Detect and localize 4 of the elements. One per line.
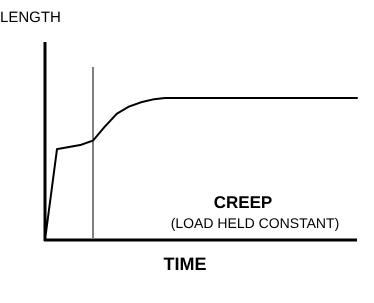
annotation: CREEP <box>214 193 272 212</box>
annotation: (LOAD HELD CONSTANT) <box>170 215 340 231</box>
y-axis-title: LENGTH <box>0 9 61 26</box>
x-axis-title: TIME <box>164 254 206 274</box>
